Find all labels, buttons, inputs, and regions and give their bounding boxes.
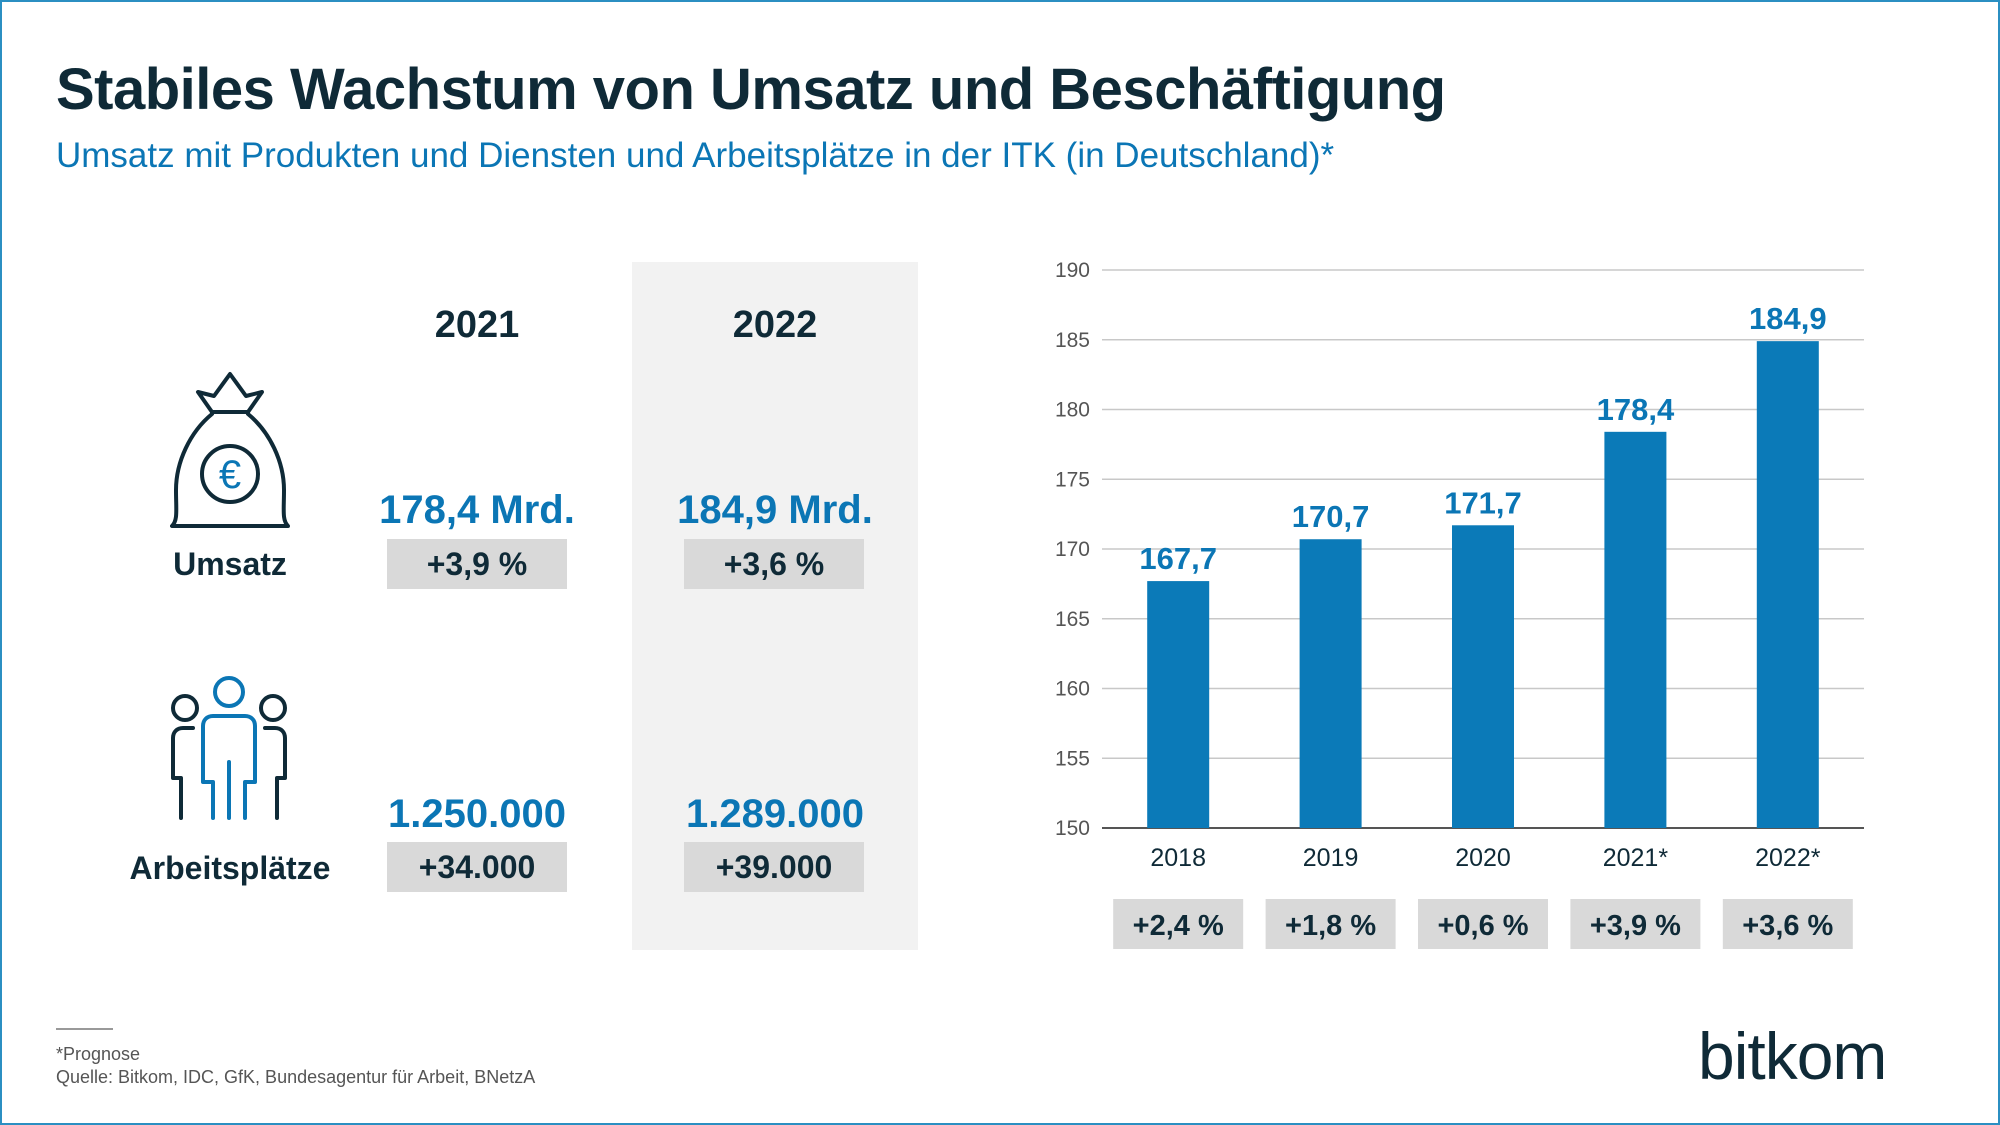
bitkom-logo: bitkom — [1698, 1019, 1887, 1093]
jobs-2021-value: 1.250.000 — [388, 792, 566, 836]
footnote-divider — [56, 1028, 113, 1030]
svg-text:€: € — [219, 453, 241, 497]
change-label: +2,4 % — [1133, 910, 1224, 942]
year-heading-2022: 2022 — [732, 304, 818, 346]
change-pill — [1570, 899, 1701, 949]
y-tick-label: 170 — [1055, 538, 1090, 561]
x-tick-label: 2022* — [1755, 844, 1821, 872]
year-heading-2021: 2021 — [434, 304, 520, 346]
bar — [1452, 525, 1514, 828]
bar — [1147, 581, 1210, 828]
jobs-2022-change: +39.000 — [684, 842, 864, 892]
y-tick-label: 180 — [1055, 399, 1090, 422]
x-tick-label: 2021* — [1603, 844, 1669, 872]
y-tick-label: 155 — [1055, 747, 1090, 770]
jobs-2021-change: +34.000 — [387, 842, 567, 892]
page-title: Stabiles Wachstum von Umsatz und Beschäf… — [56, 57, 1446, 122]
revenue-2021-value: 178,4 Mrd. — [379, 488, 575, 532]
revenue-2021-change: +3,9 % — [387, 539, 567, 589]
footnote-forecast: *Prognose — [56, 1044, 141, 1064]
change-pill — [1113, 899, 1244, 949]
revenue-2022-change: +3,6 % — [684, 539, 864, 589]
y-tick-label: 185 — [1055, 329, 1090, 352]
bar-value-label: 178,4 — [1597, 392, 1675, 427]
y-tick-label: 150 — [1055, 817, 1090, 840]
x-tick-label: 2018 — [1150, 844, 1206, 872]
x-tick-label: 2020 — [1455, 844, 1511, 872]
bar-value-label: 171,7 — [1444, 485, 1522, 520]
change-label: +0,6 % — [1437, 910, 1528, 942]
change-pill — [1418, 899, 1548, 949]
revenue-label: Umsatz — [173, 546, 287, 582]
bar — [1299, 539, 1362, 828]
change-pill — [1722, 899, 1853, 949]
money-bag-euro-icon: € — [170, 372, 290, 528]
footnote-source: Quelle: Bitkom, IDC, GfK, Bundesagentur … — [56, 1067, 536, 1087]
change-pill — [1265, 899, 1396, 949]
x-tick-label: 2019 — [1303, 844, 1359, 872]
revenue-2022-value: 184,9 Mrd. — [677, 488, 873, 532]
highlight-column-2022 — [632, 262, 918, 950]
y-tick-label: 165 — [1055, 608, 1090, 631]
y-tick-label: 175 — [1055, 468, 1090, 491]
bar-value-label: 170,7 — [1292, 499, 1370, 534]
change-label: +3,9 % — [1590, 910, 1681, 942]
bar-value-label: 184,9 — [1749, 301, 1827, 336]
y-tick-label: 190 — [1055, 259, 1090, 282]
jobs-2022-value: 1.289.000 — [686, 792, 864, 836]
page-subtitle: Umsatz mit Produkten und Diensten und Ar… — [56, 136, 1335, 175]
change-label: +3,6 % — [1742, 910, 1833, 942]
revenue-bar-chart: 150 155 160 165 170 175 180 185 190 167,7 2018 +2,4… — [1055, 259, 1864, 949]
bar-value-label: 167,7 — [1139, 541, 1217, 576]
y-tick-label: 160 — [1055, 678, 1090, 701]
bar — [1756, 341, 1819, 828]
jobs-label: Arbeitsplätze — [129, 850, 331, 886]
change-label: +1,8 % — [1285, 910, 1376, 942]
people-group-icon — [171, 676, 287, 820]
bar — [1604, 431, 1667, 828]
